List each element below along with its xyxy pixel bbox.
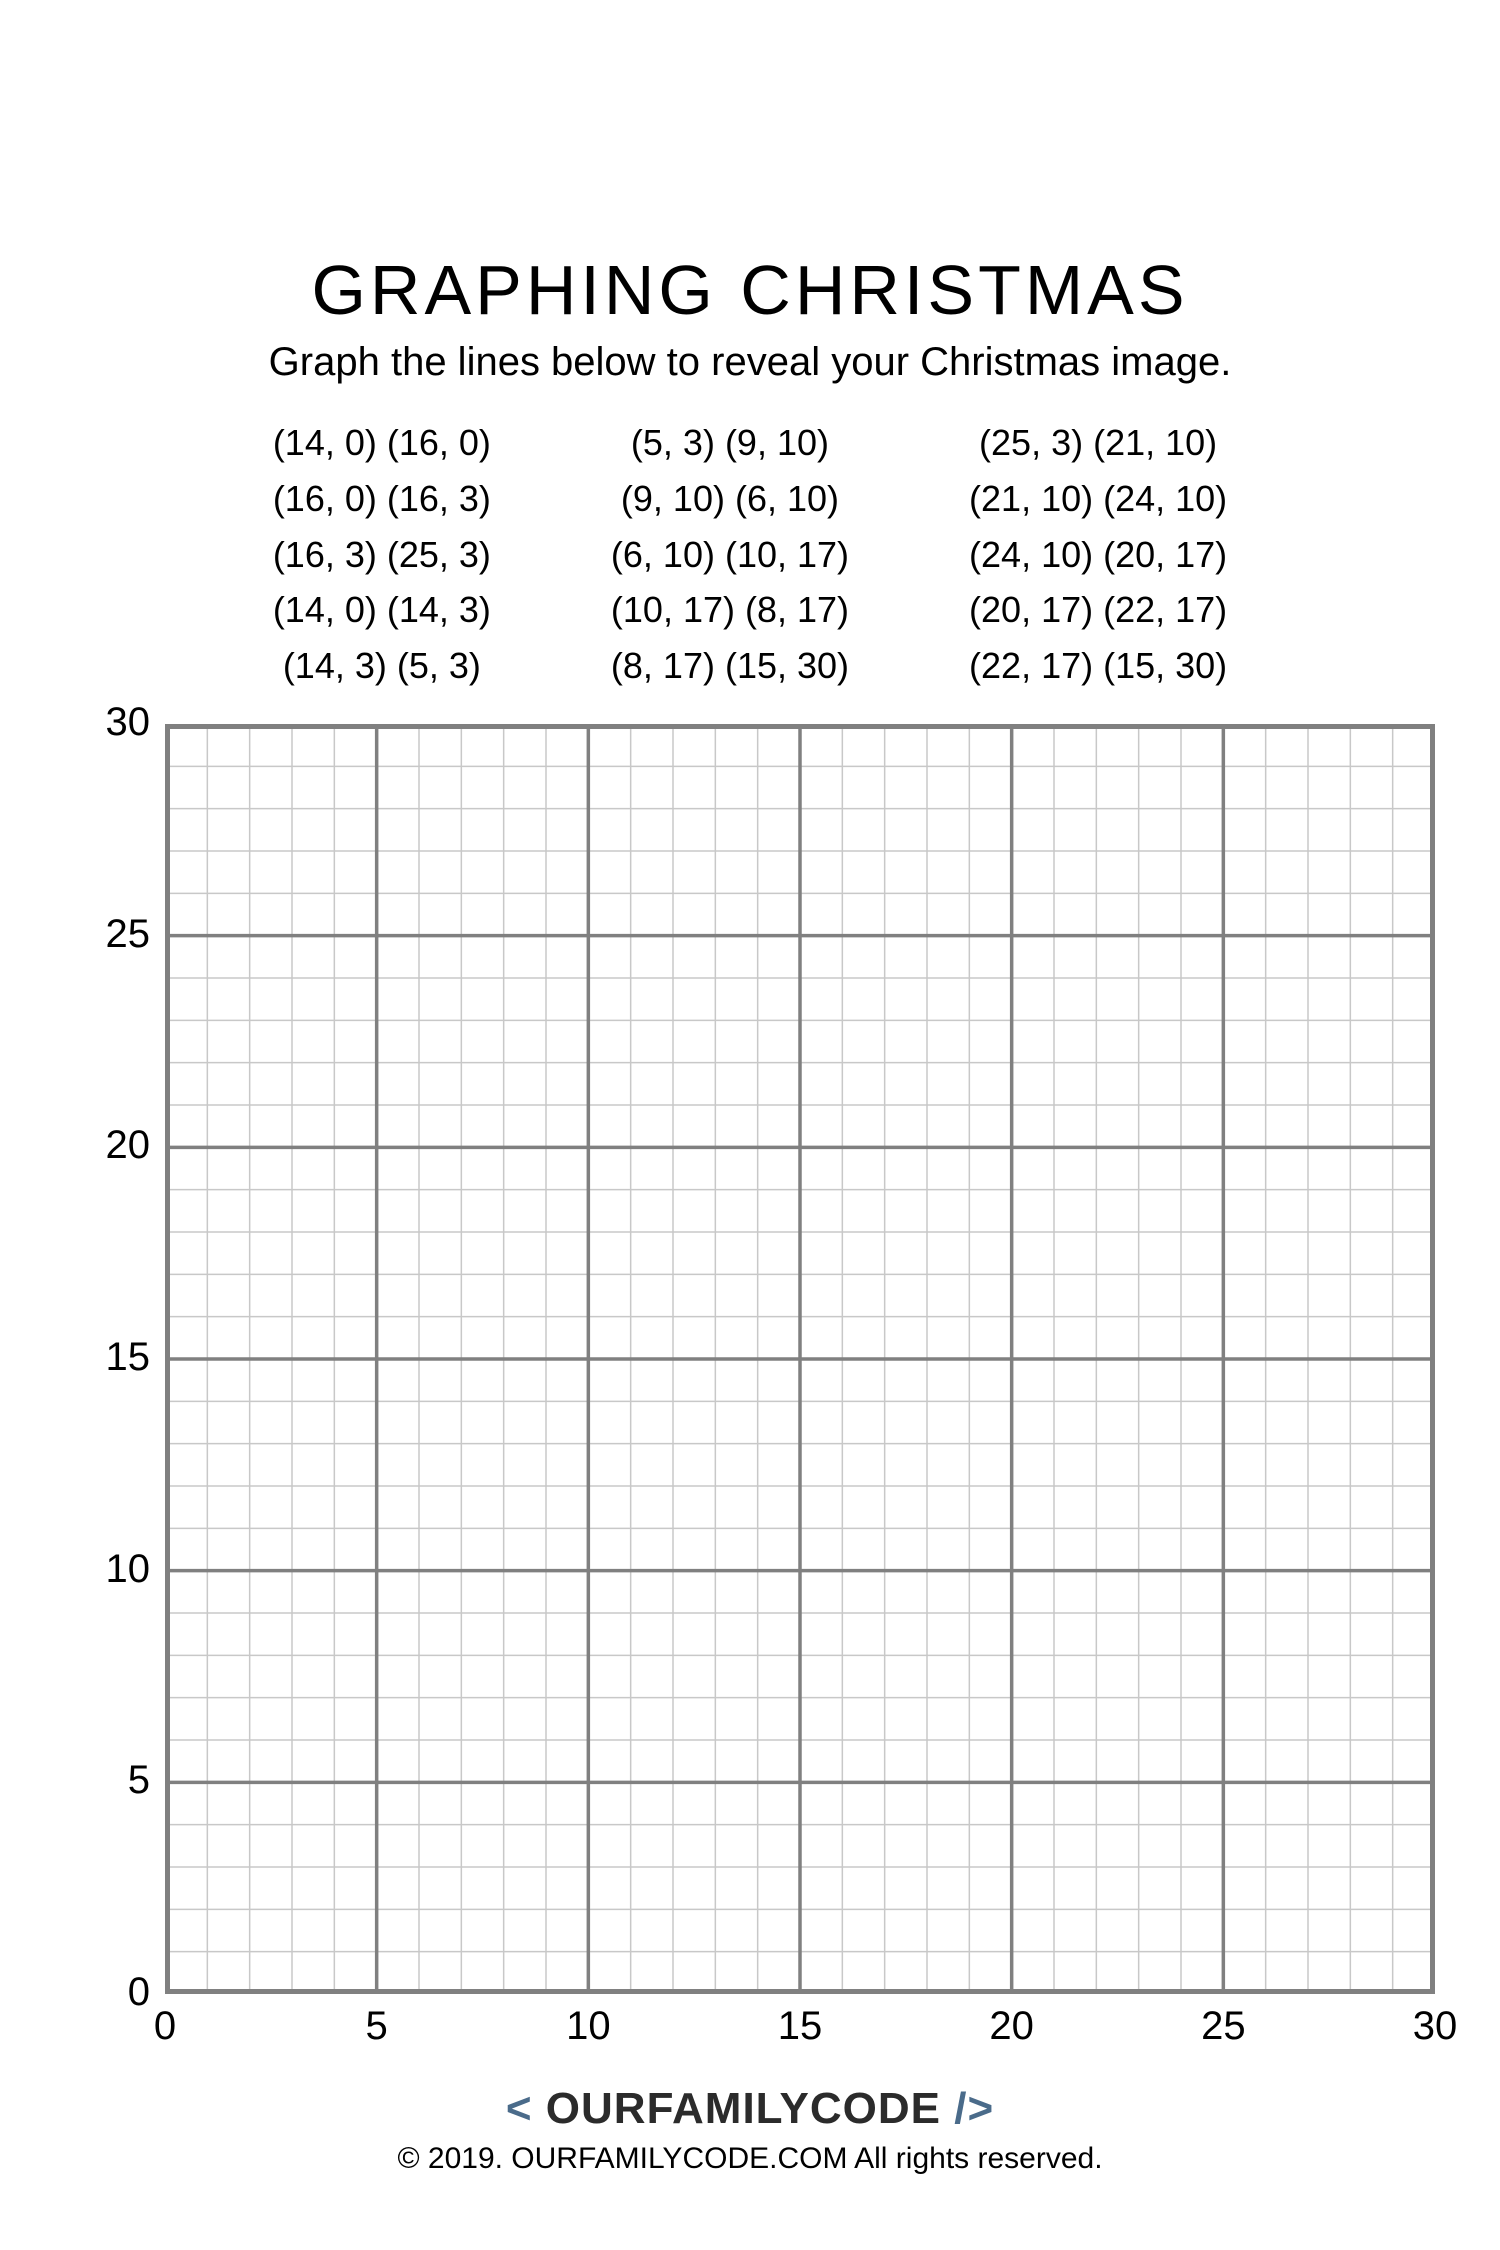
page-subtitle: Graph the lines below to reveal your Chr…: [0, 340, 1500, 385]
coord-pair: (14, 3) (5, 3): [273, 638, 491, 694]
coord-pair: (8, 17) (15, 30): [611, 638, 849, 694]
coord-column-1: (14, 0) (16, 0) (16, 0) (16, 3) (16, 3) …: [273, 415, 491, 694]
y-axis-label: 20: [106, 1123, 151, 1168]
x-axis-label: 25: [1201, 2004, 1246, 2049]
x-axis-label: 0: [154, 2004, 176, 2049]
coord-pair: (25, 3) (21, 10): [969, 415, 1227, 471]
coord-pair: (6, 10) (10, 17): [611, 527, 849, 583]
brand-logo: < OURFAMILYCODE />: [0, 2084, 1500, 2134]
grid-svg: [165, 724, 1435, 1994]
y-axis-label: 30: [106, 700, 151, 745]
coord-pair: (21, 10) (24, 10): [969, 471, 1227, 527]
coord-pair: (10, 17) (8, 17): [611, 582, 849, 638]
x-axis-label: 10: [566, 2004, 611, 2049]
x-axis-label: 30: [1413, 2004, 1458, 2049]
y-axis-label: 10: [106, 1547, 151, 1592]
coord-pair: (16, 0) (16, 3): [273, 471, 491, 527]
angle-bracket-right-icon: >: [967, 2084, 994, 2133]
coord-pair: (14, 0) (14, 3): [273, 582, 491, 638]
brand-name: OURFAMILYCODE: [533, 2084, 941, 2133]
coord-column-3: (25, 3) (21, 10) (21, 10) (24, 10) (24, …: [969, 415, 1227, 694]
coordinate-list: (14, 0) (16, 0) (16, 0) (16, 3) (16, 3) …: [0, 415, 1500, 694]
x-axis-label: 15: [778, 2004, 823, 2049]
page-title: GRAPHING CHRISTMAS: [0, 250, 1500, 330]
x-axis-label: 20: [989, 2004, 1034, 2049]
graph-grid: 051015202530051015202530: [65, 724, 1435, 2064]
y-axis-label: 0: [128, 1970, 150, 2015]
coord-pair: (20, 17) (22, 17): [969, 582, 1227, 638]
coord-pair: (5, 3) (9, 10): [611, 415, 849, 471]
y-axis-label: 5: [128, 1758, 150, 1803]
angle-bracket-left-icon: <: [506, 2084, 533, 2133]
coord-pair: (16, 3) (25, 3): [273, 527, 491, 583]
footer: < OURFAMILYCODE /> © 2019. OURFAMILYCODE…: [0, 2084, 1500, 2176]
x-axis-label: 5: [366, 2004, 388, 2049]
copyright-text: © 2019. OURFAMILYCODE.COM All rights res…: [0, 2142, 1500, 2176]
coord-column-2: (5, 3) (9, 10) (9, 10) (6, 10) (6, 10) (…: [611, 415, 849, 694]
coord-pair: (14, 0) (16, 0): [273, 415, 491, 471]
y-axis-label: 25: [106, 912, 151, 957]
coord-pair: (24, 10) (20, 17): [969, 527, 1227, 583]
worksheet-page: GRAPHING CHRISTMAS Graph the lines below…: [0, 0, 1500, 2250]
y-axis-label: 15: [106, 1335, 151, 1380]
slash-icon: /: [941, 2084, 967, 2133]
coord-pair: (22, 17) (15, 30): [969, 638, 1227, 694]
coord-pair: (9, 10) (6, 10): [611, 471, 849, 527]
